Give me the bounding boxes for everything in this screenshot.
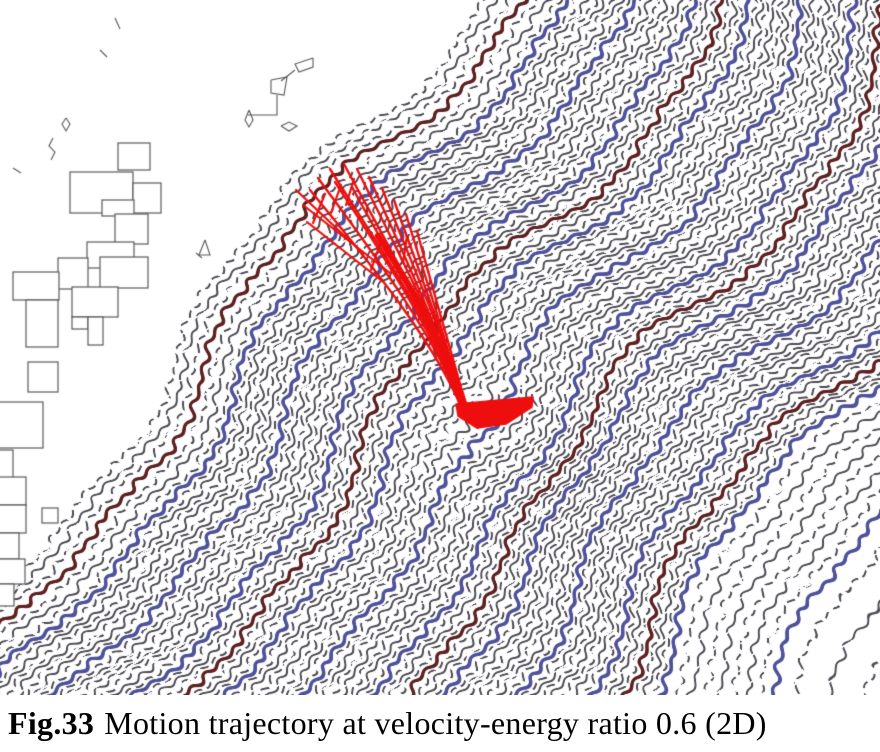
contour-map-canvas bbox=[0, 0, 880, 695]
figure-caption-text: Motion trajectory at velocity-energy rat… bbox=[104, 705, 767, 741]
contour-map bbox=[0, 0, 880, 695]
figure-caption-label: Fig.33 bbox=[8, 705, 95, 741]
figure-caption: Fig.33 Motion trajectory at velocity-ene… bbox=[0, 695, 880, 752]
